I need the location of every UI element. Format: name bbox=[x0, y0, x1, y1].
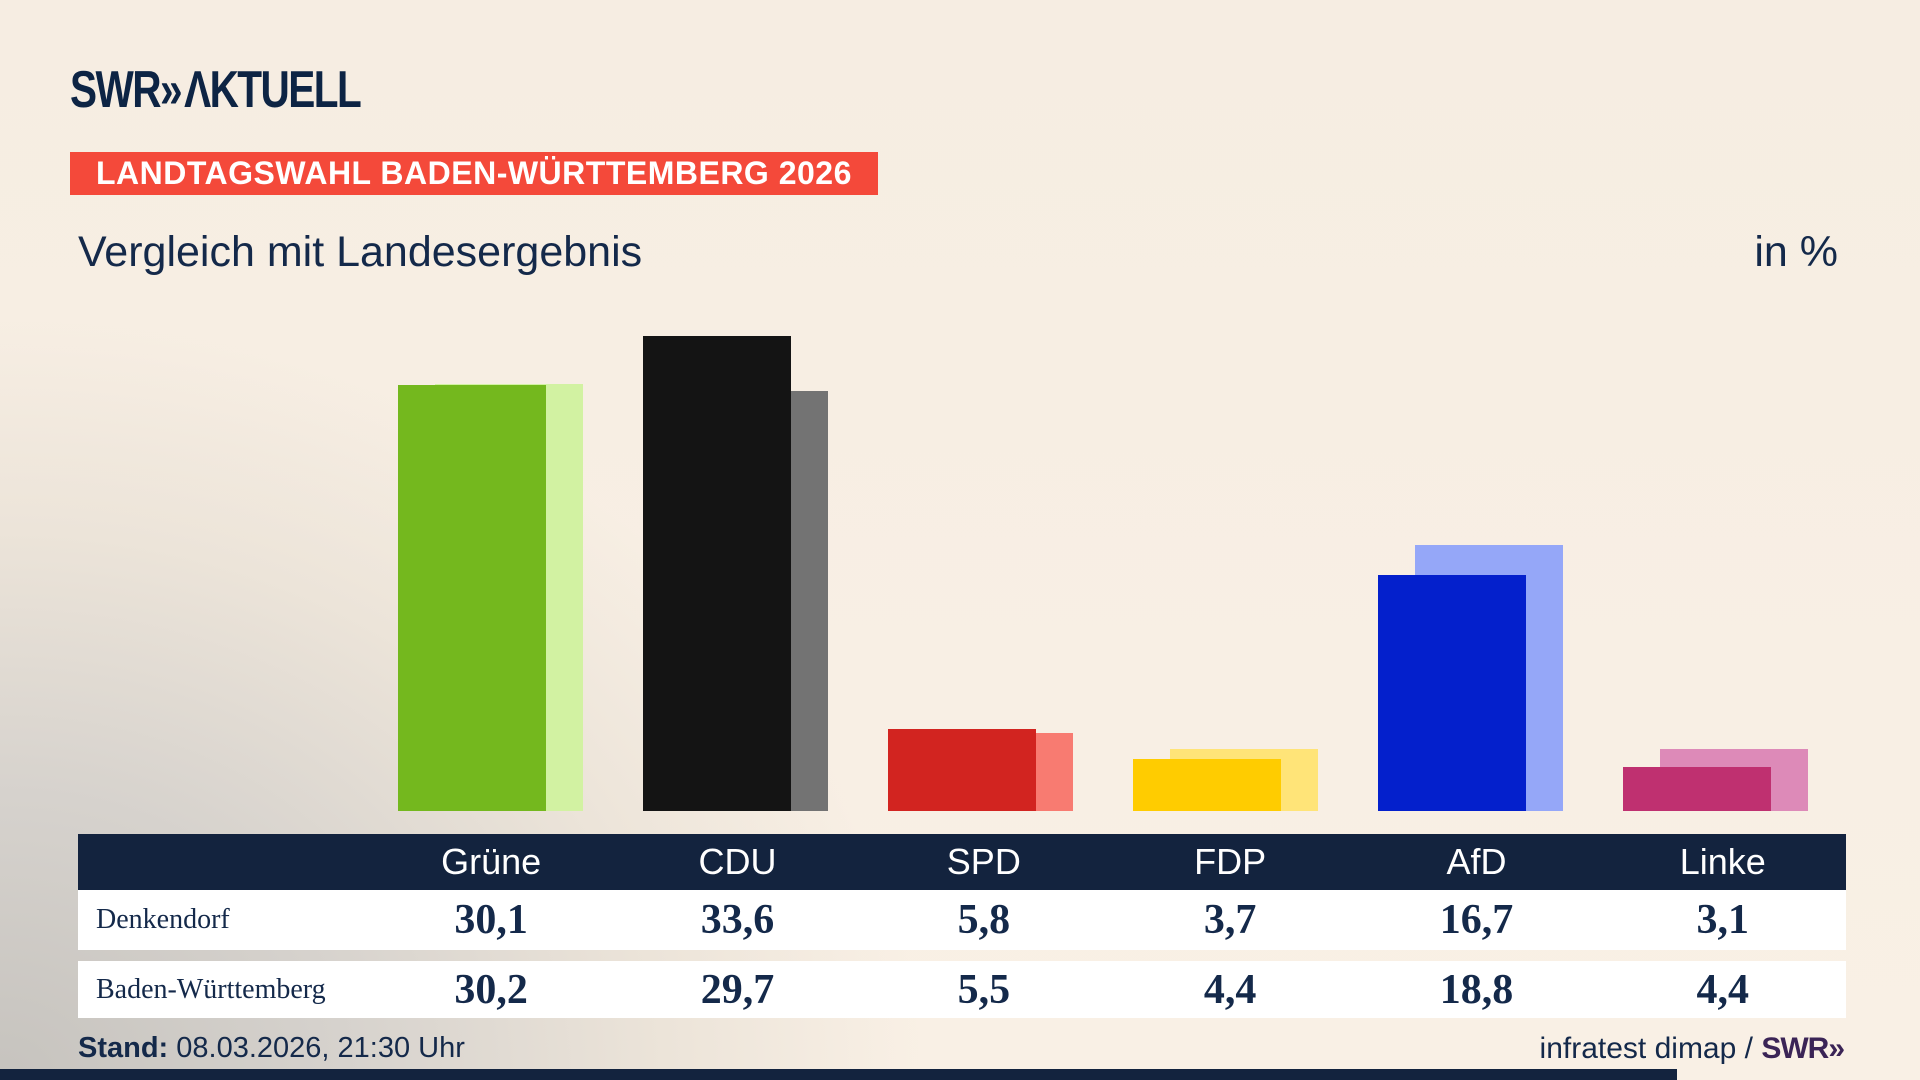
value-baden-württemberg-afd: 18,8 bbox=[1439, 966, 1514, 1013]
bar-denkendorf-fdp bbox=[1133, 759, 1281, 811]
table-row-baden-wuerttemberg: Baden-Württemberg 30,2 29,7 5,5 4,4 18,8 4,4 bbox=[78, 961, 1846, 1018]
party-header-linke: Linke bbox=[1679, 841, 1766, 882]
election-badge: LANDTAGSWAHL BADEN-WÜRTTEMBERG 2026 bbox=[70, 152, 878, 195]
row-label-baden-württemberg: Baden-Württemberg bbox=[96, 973, 326, 1005]
value-baden-württemberg-fdp: 4,4 bbox=[1203, 966, 1257, 1013]
value-denkendorf-afd: 16,7 bbox=[1439, 897, 1514, 943]
party-header-spd: SPD bbox=[946, 841, 1021, 882]
value-denkendorf-spd: 5,8 bbox=[957, 897, 1011, 943]
bar-denkendorf-cdu bbox=[643, 336, 791, 811]
results-table: Grüne CDU SPD FDP AfD Linke Denkendorf 30,1 33,… bbox=[78, 834, 1846, 1018]
party-header-fdp: FDP bbox=[1194, 841, 1267, 882]
credit-chevron-icon: » bbox=[1828, 1032, 1845, 1065]
value-baden-württemberg-spd: 5,5 bbox=[957, 966, 1011, 1013]
timestamp-value: 08.03.2026, 21:30 Uhr bbox=[168, 1032, 465, 1064]
bar-denkendorf-linke bbox=[1623, 767, 1771, 811]
value-denkendorf-fdp: 3,7 bbox=[1203, 897, 1257, 943]
table-header-row: Grüne CDU SPD FDP AfD Linke bbox=[78, 834, 1846, 890]
party-header-grüne: Grüne bbox=[441, 841, 542, 882]
value-baden-württemberg-linke: 4,4 bbox=[1696, 966, 1750, 1013]
timestamp: Stand: 08.03.2026, 21:30 Uhr bbox=[78, 1032, 465, 1065]
party-header-cdu: CDU bbox=[698, 841, 777, 882]
row-label-denkendorf: Denkendorf bbox=[96, 904, 230, 935]
logo-chevron-icon: » bbox=[159, 61, 183, 119]
logo-aktuell-text: ΛKTUELL bbox=[184, 61, 362, 119]
value-baden-württemberg-cdu: 29,7 bbox=[700, 966, 775, 1013]
timestamp-label: Stand: bbox=[78, 1032, 169, 1064]
table-header-spacer bbox=[78, 834, 368, 890]
value-denkendorf-cdu: 33,6 bbox=[700, 897, 775, 943]
party-header-afd: AfD bbox=[1446, 841, 1507, 882]
logo-swr-text: SWR bbox=[70, 61, 162, 119]
table-row-denkendorf: Denkendorf 30,1 33,6 5,8 3,7 16,7 3,1 bbox=[78, 890, 1846, 950]
bar-denkendorf-spd bbox=[888, 729, 1036, 811]
bar-chart bbox=[398, 336, 1808, 811]
swr-aktuell-logo: SWR» ΛKTUELL bbox=[70, 60, 362, 120]
value-baden-württemberg-grüne: 30,2 bbox=[454, 966, 528, 1013]
credit-text: infratest dimap / bbox=[1539, 1032, 1762, 1065]
bottom-accent-bar bbox=[0, 1069, 1677, 1080]
value-denkendorf-linke: 3,1 bbox=[1696, 897, 1750, 943]
bar-denkendorf-grüne bbox=[398, 385, 546, 811]
unit-label: in % bbox=[1754, 228, 1838, 276]
bar-denkendorf-afd bbox=[1378, 575, 1526, 811]
credit-swr-text: SWR bbox=[1761, 1032, 1829, 1065]
value-denkendorf-grüne: 30,1 bbox=[454, 897, 528, 943]
chart-title: Vergleich mit Landesergebnis bbox=[78, 228, 643, 276]
source-credit: infratest dimap / SWR» bbox=[1540, 1032, 1845, 1066]
